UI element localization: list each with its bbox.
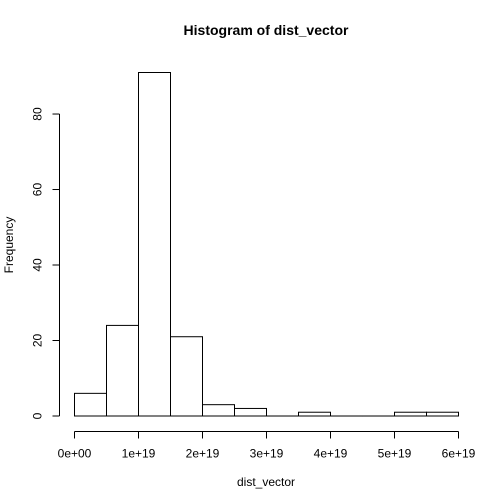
histogram-bar-2 xyxy=(106,324,139,417)
x-tick-label-3: 2e+19 xyxy=(186,447,220,461)
y-tick-label-2: 20 xyxy=(31,334,45,348)
x-tick-label-6: 5e+19 xyxy=(378,447,412,461)
y-tick-label-5: 80 xyxy=(31,107,45,121)
x-tick-label-4: 3e+19 xyxy=(250,447,284,461)
histogram-bar-11 xyxy=(394,411,427,417)
histogram-bar-6 xyxy=(234,407,267,417)
x-tick-label-5: 4e+19 xyxy=(314,447,348,461)
histogram-bars xyxy=(74,72,459,417)
y-axis: 0 20 40 60 80 xyxy=(31,107,60,419)
histogram-bar-3 xyxy=(138,72,171,417)
y-tick-label-3: 40 xyxy=(31,258,45,272)
histogram-bar-12 xyxy=(426,411,459,417)
y-tick-label-4: 60 xyxy=(31,183,45,197)
x-tick-label-1: 0e+00 xyxy=(58,447,92,461)
x-tick-label-2: 1e+19 xyxy=(122,447,156,461)
histogram-bar-4 xyxy=(170,336,203,417)
histogram-bar-8 xyxy=(298,411,331,417)
chart-title: Histogram of dist_vector xyxy=(184,22,349,38)
histogram-bar-5 xyxy=(202,404,235,417)
x-tick-label-7: 6e+19 xyxy=(442,447,476,461)
histogram-bar-1 xyxy=(74,392,107,417)
x-axis: 0e+00 1e+19 2e+19 3e+19 4e+19 5e+19 6e+19 xyxy=(58,431,476,461)
y-tick-label-1: 0 xyxy=(31,412,45,419)
x-axis-label: dist_vector xyxy=(237,475,295,489)
y-axis-label: Frequency xyxy=(2,217,16,274)
